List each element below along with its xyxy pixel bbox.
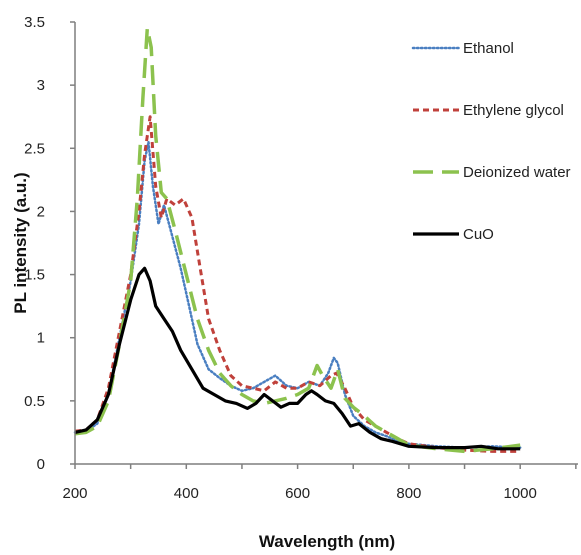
series-line-ethanol	[73, 140, 522, 449]
x-tick-label: 800	[396, 485, 421, 502]
y-tick-label: 3.5	[24, 14, 45, 31]
series-line-deionized-water	[74, 26, 521, 454]
x-axis-title: Wavelength (nm)	[259, 532, 395, 551]
x-ticks: 200 400 600 800 1000	[62, 464, 577, 502]
y-tick-label: 1	[37, 330, 45, 347]
y-tick-label: 2.5	[24, 140, 45, 157]
x-tick-label: 200	[62, 485, 87, 502]
series-line-cuo	[74, 266, 521, 451]
x-tick-label: 1000	[504, 485, 537, 502]
legend: Ethanol Ethylene glycol Deionized water CuO	[411, 40, 571, 243]
series-line-ethylene-glycol	[74, 115, 521, 453]
y-tick-label: 3	[37, 77, 45, 94]
y-axis-title: PL intensity (a.u.)	[11, 172, 30, 313]
y-tick-label: 2	[37, 203, 45, 220]
y-tick-label: 0.5	[24, 393, 45, 410]
x-tick-label: 400	[174, 485, 199, 502]
y-tick-label: 0	[37, 456, 45, 473]
y-tick-label: 1.5	[24, 267, 45, 284]
legend-label: CuO	[463, 226, 494, 243]
legend-label: Deionized water	[463, 164, 571, 181]
legend-label: Ethanol	[463, 40, 514, 57]
y-ticks: 0 0.5 1 1.5 2 2.5 3 3.5	[24, 14, 75, 473]
x-tick-label: 600	[285, 485, 310, 502]
axes: 0 0.5 1 1.5 2 2.5 3 3.5 200 400 600 800 1000	[24, 14, 578, 502]
plot-series	[73, 26, 522, 454]
legend-label: Ethylene glycol	[463, 102, 564, 119]
